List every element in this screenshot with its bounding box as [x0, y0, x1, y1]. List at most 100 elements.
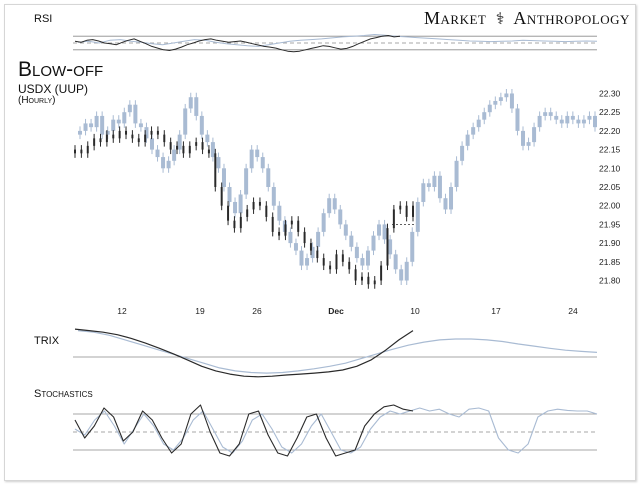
price-dark-candle: [125, 130, 128, 135]
price-light-candle: [305, 258, 310, 266]
rsi-dark-line: [74, 35, 401, 53]
price-dark-candle: [284, 224, 287, 236]
price-light-candle: [216, 157, 221, 169]
price-light-candle: [199, 115, 204, 135]
price-light-candle: [498, 97, 503, 101]
price-light-candle: [570, 115, 575, 120]
price-dark-candle: [188, 145, 191, 154]
price-light-candle: [565, 115, 570, 124]
price-dark-candle: [386, 228, 389, 266]
price-light-candle: [515, 108, 520, 131]
price-light-candle: [532, 127, 537, 143]
price-dark-candle: [105, 134, 108, 143]
price-light-candle: [537, 115, 542, 128]
brand-left: Market: [424, 8, 487, 28]
price-light-candle: [410, 231, 415, 262]
price-dark-candle: [137, 138, 140, 143]
price-dark-candle: [214, 153, 217, 187]
price-light-candle: [504, 93, 509, 98]
x-tick-label: 17: [491, 306, 501, 316]
y-tick-label: 22.15: [599, 145, 621, 155]
price-light-candle: [321, 213, 326, 232]
price-dark-candle: [99, 138, 102, 143]
price-light-candle: [138, 123, 143, 128]
price-light-candle: [100, 115, 105, 135]
price-light-candle: [78, 130, 82, 135]
brand-right: Anthropology: [513, 8, 630, 28]
price-dark-candle: [239, 216, 242, 229]
price-light-candle: [354, 246, 359, 259]
price-dark-candle: [195, 142, 198, 146]
price-light-candle: [576, 119, 581, 124]
price-dark-candle: [278, 231, 281, 236]
price-light-candle: [338, 209, 343, 225]
price-dark-candle: [246, 209, 249, 217]
price-light-candle: [266, 168, 271, 187]
price-light-candle: [188, 97, 193, 109]
price-light-candle: [371, 235, 376, 251]
price-light-candle: [194, 97, 199, 116]
price-light-candle: [482, 112, 487, 120]
price-light-candle: [521, 130, 526, 146]
price-light-candle: [127, 104, 132, 113]
price-light-candle: [166, 160, 171, 169]
stoch-light-line: [74, 407, 598, 454]
stoch-dark-line: [74, 404, 414, 457]
price-dark-candle: [329, 265, 332, 270]
price-light-candle: [415, 201, 420, 232]
price-dark-candle: [131, 134, 134, 139]
price-light-candle: [349, 235, 354, 247]
price-light-candle: [421, 183, 426, 202]
price-dark-candle: [373, 280, 376, 285]
price-light-candle: [255, 149, 260, 158]
price-light-candle: [271, 187, 276, 206]
price-dark-candle: [297, 220, 300, 232]
price-light-candle: [437, 175, 442, 199]
price-dark-candle: [290, 220, 293, 225]
price-dark-candle: [303, 231, 306, 244]
price-light-candle: [587, 115, 592, 120]
price-light-candle: [526, 142, 531, 146]
price-light-candle: [327, 198, 332, 214]
price-dark-candle: [207, 149, 210, 154]
price-light-candle: [332, 198, 337, 210]
price-light-candle: [116, 119, 121, 124]
price-light-candle: [233, 201, 238, 214]
price-light-candle: [449, 187, 454, 210]
price-light-candle: [404, 261, 409, 281]
price-dark-candle: [144, 134, 147, 143]
price-light-candle: [460, 145, 465, 161]
price-dark-candle: [309, 243, 312, 251]
rsi-panel: [73, 34, 598, 53]
price-dark-candle: [322, 258, 325, 266]
price-light-candle: [105, 130, 110, 135]
price-light-candle: [205, 134, 210, 143]
price-dark-candle: [150, 130, 153, 135]
price-light-candle: [493, 100, 498, 105]
price-light-candle: [149, 138, 154, 150]
price-light-candle: [94, 115, 99, 128]
y-tick-label: 21.80: [599, 276, 621, 286]
price-dark-candle: [163, 134, 166, 143]
x-tick-label: Dec: [328, 306, 344, 316]
price-dark-candle: [156, 130, 159, 135]
y-tick-label: 22.10: [599, 163, 621, 173]
price-light-candle: [426, 183, 431, 187]
price-light-candle: [365, 250, 370, 266]
price-light-candle: [277, 205, 282, 221]
price-light-candle: [288, 231, 293, 244]
rsi-light-line: [77, 34, 598, 47]
price-light-candle: [238, 194, 243, 214]
price-light-candle: [133, 104, 138, 124]
price-light-candle: [559, 119, 564, 124]
price-dark-candle: [367, 276, 370, 285]
price-light-candle: [299, 250, 304, 266]
y-tick-label: 22.25: [599, 107, 621, 117]
price-dark-candle: [380, 265, 383, 281]
price-dark-candle: [348, 261, 351, 270]
price-light-candle: [509, 93, 514, 109]
trix-panel: [73, 328, 598, 378]
y-tick-label: 22.20: [599, 126, 621, 136]
trix-label: TRIX: [34, 335, 60, 347]
